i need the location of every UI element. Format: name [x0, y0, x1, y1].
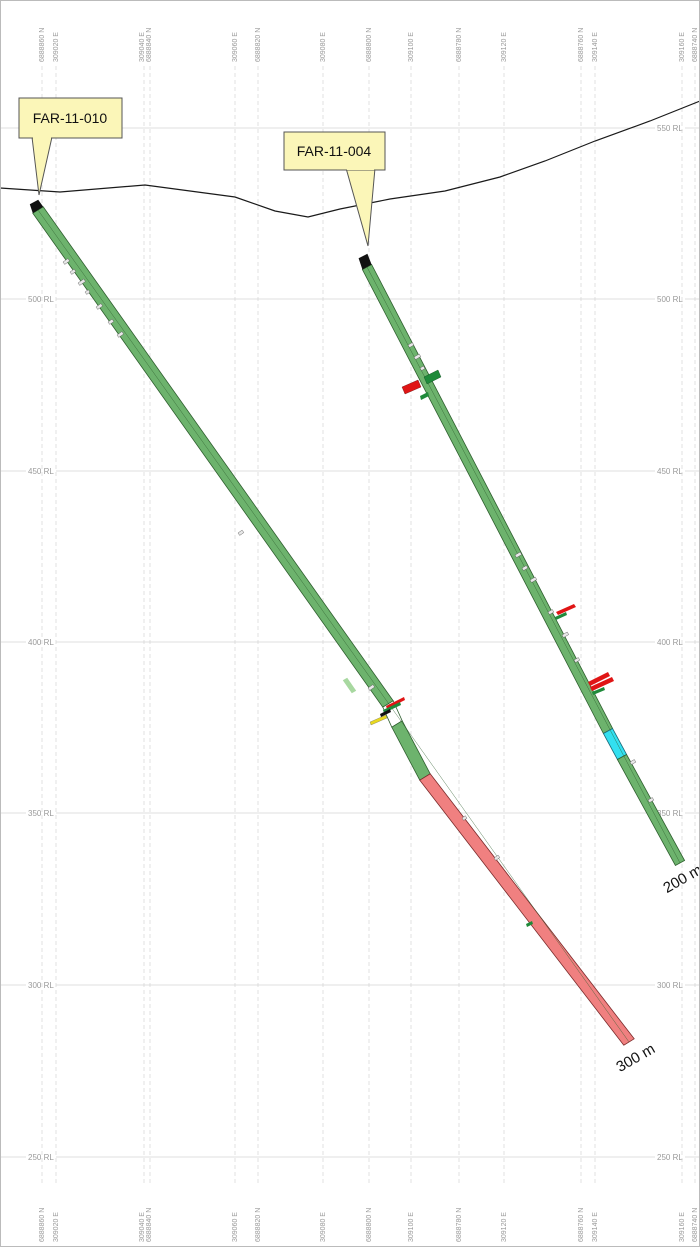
rl-label: 300 RL [657, 981, 683, 990]
rl-label-background [655, 466, 685, 476]
coordinate-label: 6888800 N [366, 28, 373, 62]
coordinate-label: 6888780 N [456, 28, 463, 62]
trace-interval-green [616, 753, 686, 867]
coordinate-label: 309060 E [232, 32, 239, 62]
hole-id-label: FAR-11-010 [33, 110, 108, 126]
coordinate-label: 309100 E [408, 1212, 415, 1242]
coordinate-label: 309080 E [320, 1212, 327, 1242]
collar-marker [358, 253, 372, 270]
drillhole-far-11-010 [29, 199, 635, 1046]
rl-label: 500 RL [28, 295, 54, 304]
coordinate-label: 6888760 N [578, 28, 585, 62]
hole-label-far-11-010: FAR-11-010 [18, 97, 123, 196]
coordinate-label: 6888740 N [692, 28, 699, 62]
rl-label-background [655, 1152, 685, 1162]
coordinate-label: 309080 E [320, 32, 327, 62]
rl-label: 550 RL [657, 124, 683, 133]
assay-highlight [369, 697, 533, 927]
coordinate-label: 309100 E [408, 32, 415, 62]
assay-histogram [407, 342, 655, 803]
coordinate-label: 6888860 N [39, 1208, 46, 1242]
assay-histogram [62, 258, 501, 861]
rl-label-background [655, 637, 685, 647]
rl-label-background [655, 294, 685, 304]
coordinate-label: 309160 E [679, 1212, 686, 1242]
trace-interval-light [342, 677, 357, 694]
coordinate-label: 309120 E [501, 1212, 508, 1242]
coordinate-label: 6888740 N [692, 1208, 699, 1242]
rl-label: 450 RL [28, 467, 54, 476]
coordinate-label: 309060 E [232, 1212, 239, 1242]
rl-label: 500 RL [657, 295, 683, 304]
coordinate-label: 309140 E [592, 1212, 599, 1242]
coordinate-label: 6888760 N [578, 1208, 585, 1242]
trace-centreline [37, 209, 630, 1043]
coordinate-label: 6888780 N [456, 1208, 463, 1242]
coordinate-label: 309020 E [53, 32, 60, 62]
rl-label: 350 RL [28, 809, 54, 818]
rl-label-background [26, 466, 56, 476]
coordinate-label: 309120 E [501, 32, 508, 62]
rl-label-background [655, 808, 685, 818]
assay-highlight [401, 369, 614, 695]
coordinate-label: 309040 E [139, 32, 146, 62]
rl-label-background [655, 980, 685, 990]
rl-label: 250 RL [657, 1153, 683, 1162]
coordinate-label: 6888820 N [255, 28, 262, 62]
drillhole-far-11-004 [358, 253, 686, 867]
hole-label-far-11-004: FAR-11-004 [283, 131, 386, 247]
rl-label: 400 RL [657, 638, 683, 647]
coordinate-label: 309020 E [53, 1212, 60, 1242]
collar-marker [29, 199, 44, 214]
rl-label: 400 RL [28, 638, 54, 647]
coordinate-labels: 6888860 N 6888860 N 309020 E 309020 E 309040… [39, 28, 699, 1242]
rl-label-background [26, 980, 56, 990]
coordinate-label: 6888840 N [146, 1208, 153, 1242]
coordinate-label: 6888820 N [255, 1208, 262, 1242]
rl-label-background [26, 808, 56, 818]
coordinate-label: 309140 E [592, 32, 599, 62]
trace-interval-red [419, 773, 635, 1046]
coordinate-label: 309160 E [679, 32, 686, 62]
coordinate-label: 6888860 N [39, 28, 46, 62]
rl-label: 250 RL [28, 1153, 54, 1162]
rl-label: 350 RL [657, 809, 683, 818]
rl-label-background [26, 637, 56, 647]
rl-label-background [26, 294, 56, 304]
trace-centreline [366, 266, 681, 864]
rl-label: 300 RL [28, 981, 54, 990]
rl-label: 450 RL [657, 467, 683, 476]
hole-id-label: FAR-11-004 [297, 143, 372, 159]
rl-label-background [26, 1152, 56, 1162]
coordinate-label: 309040 E [139, 1212, 146, 1242]
coordinate-label: 6888800 N [366, 1208, 373, 1242]
rl-label-background [655, 123, 685, 133]
coordinate-label: 6888840 N [146, 28, 153, 62]
